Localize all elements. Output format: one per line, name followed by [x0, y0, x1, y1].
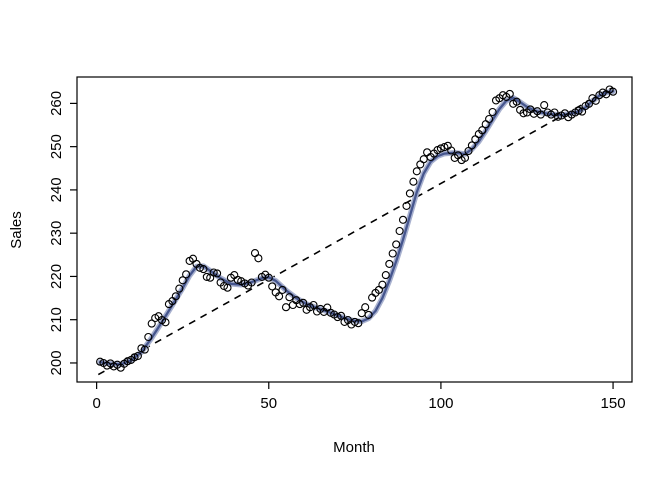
data-point — [195, 263, 204, 272]
x-axis: 0 50 100 150 — [92, 382, 626, 412]
data-point — [416, 160, 425, 169]
data-point — [275, 292, 284, 301]
data-point — [591, 96, 600, 105]
y-tick-label: 240 — [48, 177, 65, 202]
data-point — [123, 357, 132, 366]
loess-smooth-line — [97, 88, 616, 368]
data-point — [381, 271, 390, 280]
y-tick-label: 230 — [48, 221, 65, 246]
data-point — [392, 240, 401, 249]
data-point — [354, 319, 363, 328]
data-point — [405, 189, 414, 198]
x-tick-label: 100 — [428, 395, 453, 412]
data-point — [268, 282, 277, 291]
x-tick-label: 50 — [260, 395, 277, 412]
data-point — [350, 317, 359, 326]
data-point — [285, 293, 294, 302]
data-point — [409, 177, 418, 186]
data-point — [182, 270, 191, 279]
data-point — [133, 351, 142, 361]
data-point — [378, 280, 387, 289]
data-point — [436, 144, 445, 153]
data-point — [412, 167, 421, 176]
data-point — [175, 284, 184, 293]
data-point — [467, 141, 476, 150]
data-point — [144, 332, 153, 342]
data-point — [540, 101, 549, 110]
data-point — [398, 215, 408, 224]
data-point — [309, 300, 318, 310]
x-tick-label: 0 — [92, 395, 100, 412]
data-point — [478, 126, 487, 135]
data-point — [171, 292, 180, 301]
data-point — [250, 249, 260, 258]
y-tick-label: 200 — [48, 350, 65, 375]
data-point — [178, 276, 187, 285]
data-point — [519, 109, 528, 118]
y-tick-label: 250 — [48, 134, 65, 159]
data-point — [395, 226, 404, 236]
y-axis-title: Sales — [8, 211, 25, 249]
data-point — [223, 283, 232, 292]
data-point — [488, 107, 497, 117]
data-point — [460, 153, 470, 162]
data-point — [447, 146, 456, 155]
data-point — [333, 313, 342, 322]
data-point — [337, 311, 346, 320]
x-tick-label: 150 — [601, 395, 626, 412]
y-tick-label: 260 — [48, 91, 65, 116]
data-point — [505, 89, 514, 98]
data-point — [419, 155, 428, 164]
data-point — [423, 148, 432, 157]
data-point — [299, 298, 308, 307]
data-point — [278, 285, 287, 294]
linear-trend — [97, 86, 614, 376]
data-point — [388, 249, 397, 258]
loess-smooth-halo — [97, 88, 616, 368]
data-point — [140, 345, 149, 354]
y-tick-label: 220 — [48, 264, 65, 289]
data-point — [364, 310, 373, 319]
data-point — [247, 278, 256, 287]
data-point — [609, 87, 618, 96]
y-axis: 200 210 220 230 240 250 260 — [48, 91, 77, 375]
x-axis-title: Month — [333, 439, 375, 456]
linear-trend-line — [97, 86, 614, 376]
data-point — [368, 293, 377, 302]
plot-border — [76, 76, 633, 383]
data-point — [213, 269, 222, 278]
scatter-points — [96, 85, 618, 372]
y-tick-label: 210 — [48, 307, 65, 332]
data-point — [202, 272, 211, 281]
data-point — [288, 300, 297, 310]
data-point — [254, 254, 263, 263]
data-point — [281, 303, 291, 312]
data-point — [574, 106, 583, 115]
data-point — [361, 303, 370, 312]
data-point — [209, 268, 218, 277]
data-point — [485, 114, 494, 124]
data-point — [264, 273, 273, 282]
data-point — [402, 201, 411, 210]
data-point — [147, 319, 156, 328]
data-point — [199, 265, 208, 274]
data-point — [161, 318, 170, 327]
data-point — [512, 97, 521, 106]
data-point — [385, 259, 394, 268]
